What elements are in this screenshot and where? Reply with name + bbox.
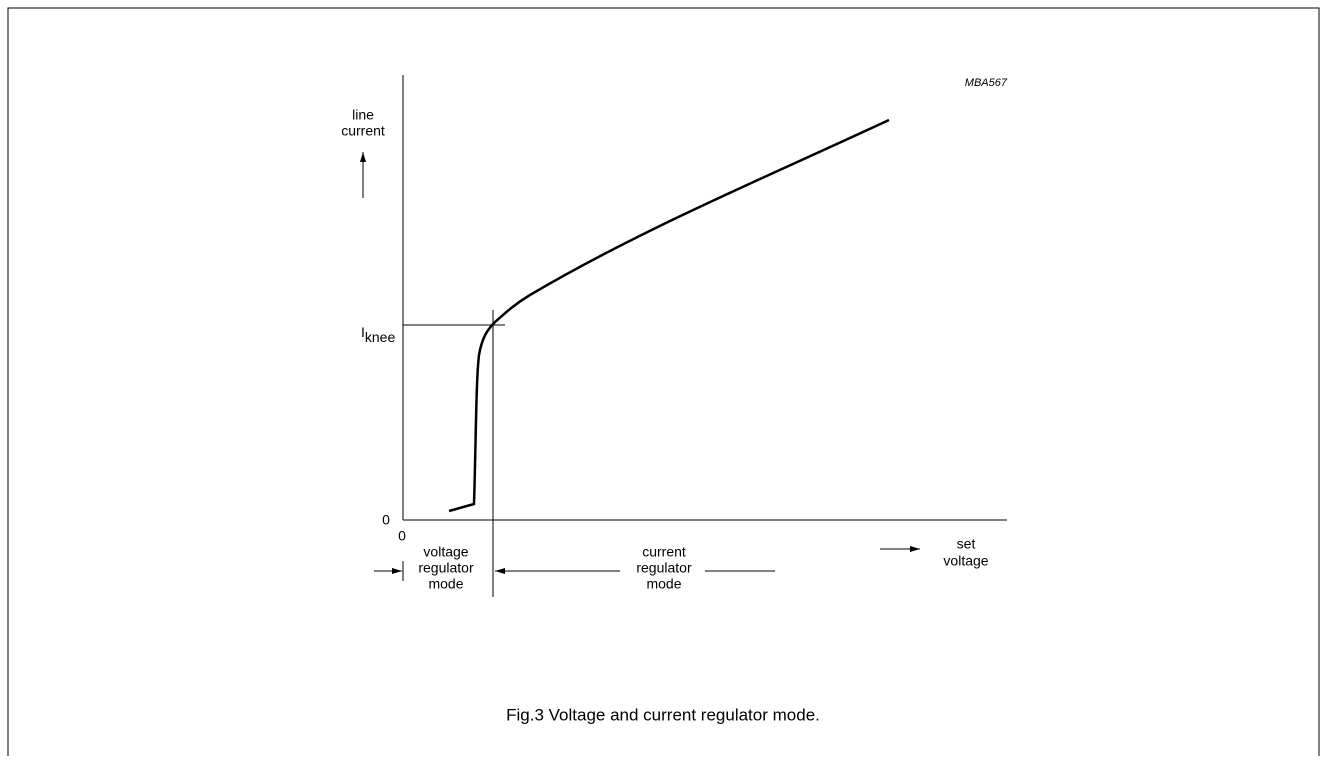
region-label: voltage [423,544,468,560]
x-origin: 0 [398,528,406,544]
x-axis-label: voltage [943,553,988,569]
knee-main: I [361,324,365,340]
region-label: regulator [418,560,474,576]
y-axis-label: line [352,107,374,123]
region-label: current [642,544,686,560]
x-axis-label: set [957,536,976,552]
y-axis-label: current [341,123,385,139]
region-label: mode [428,576,463,592]
knee-label: Iknee [361,324,395,345]
caption: Fig.3 Voltage and current regulator mode… [506,705,820,724]
characteristic-curve [448,118,890,513]
knee-sub: knee [365,329,396,345]
region-label: mode [646,576,681,592]
figure-id: MBA567 [965,77,1008,89]
region-label: regulator [636,560,692,576]
y-origin: 0 [382,512,390,528]
frame [7,7,1320,756]
